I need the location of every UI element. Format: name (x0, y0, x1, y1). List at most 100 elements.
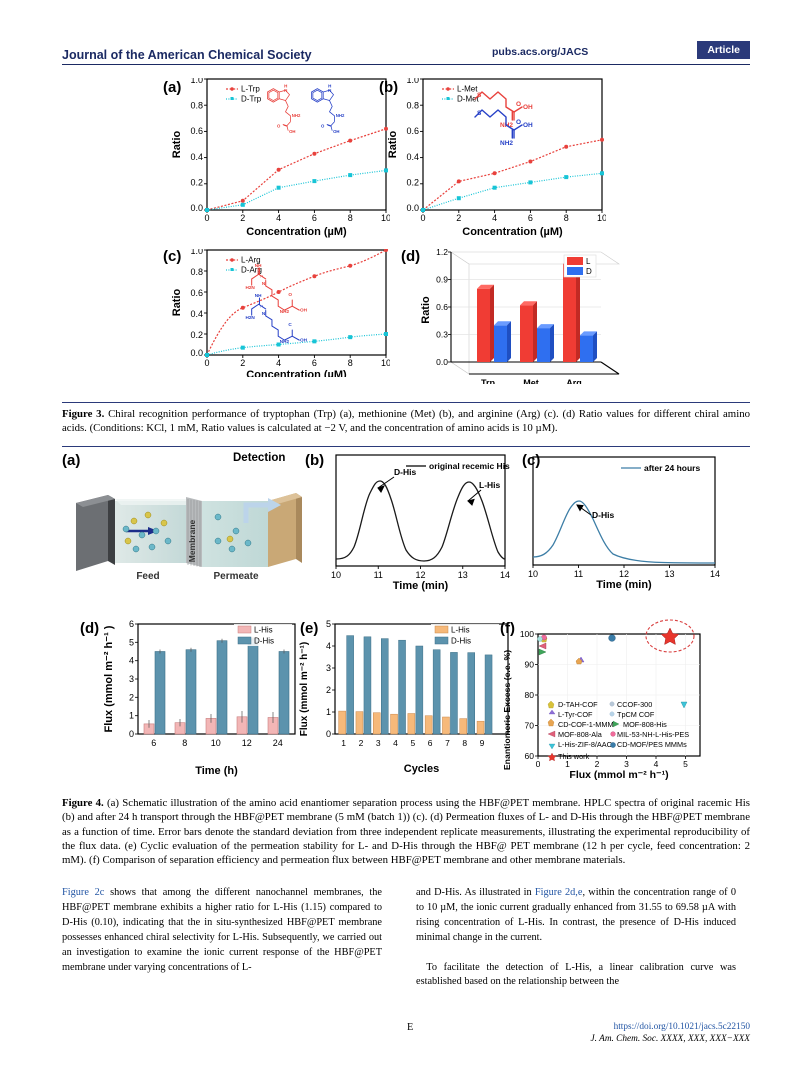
svg-text:2: 2 (456, 213, 461, 223)
svg-text:CCOF-300: CCOF-300 (617, 700, 652, 709)
svg-text:L-His: L-His (254, 626, 273, 635)
svg-text:8: 8 (348, 213, 353, 223)
svg-text:NH2: NH2 (500, 140, 513, 147)
svg-text:L-Met: L-Met (457, 85, 478, 94)
svg-text:L-Tyr-COF: L-Tyr-COF (558, 710, 593, 719)
svg-text:MIL-53-NH-L-His-PES: MIL-53-NH-L-His-PES (617, 730, 689, 739)
svg-text:CD-COF-1-MMM: CD-COF-1-MMM (558, 720, 614, 729)
svg-text:NH: NH (255, 263, 262, 268)
svg-text:5: 5 (326, 619, 331, 629)
svg-text:6: 6 (312, 358, 317, 368)
svg-text:12: 12 (242, 738, 252, 748)
svg-text:24: 24 (273, 738, 283, 748)
svg-text:0.0: 0.0 (406, 203, 419, 213)
svg-text:4: 4 (326, 641, 331, 651)
svg-text:1.0: 1.0 (406, 78, 419, 85)
svg-text:TpCM COF: TpCM COF (617, 710, 655, 719)
svg-text:(d): (d) (401, 249, 420, 265)
svg-text:2: 2 (240, 213, 245, 223)
svg-text:2: 2 (326, 685, 331, 695)
svg-text:O: O (277, 124, 281, 129)
svg-text:H: H (284, 84, 287, 89)
svg-text:0: 0 (420, 213, 425, 223)
svg-text:H2N: H2N (245, 285, 255, 290)
svg-text:80: 80 (525, 690, 535, 700)
svg-text:MOF-808-His: MOF-808-His (623, 720, 667, 729)
svg-text:4: 4 (654, 759, 659, 769)
svg-text:(b): (b) (379, 79, 398, 96)
svg-text:Flux (mmol m⁻² h⁻¹ ): Flux (mmol m⁻² h⁻¹ ) (103, 625, 115, 732)
svg-text:Membrane: Membrane (187, 519, 197, 562)
svg-text:6: 6 (151, 738, 156, 748)
svg-text:2: 2 (595, 759, 600, 769)
svg-text:0.8: 0.8 (190, 101, 203, 111)
svg-text:2: 2 (240, 358, 245, 368)
svg-text:Time (min): Time (min) (393, 580, 449, 592)
svg-text:Permeate: Permeate (213, 571, 258, 582)
svg-text:4: 4 (393, 738, 398, 748)
svg-text:D: D (586, 267, 592, 276)
svg-text:12: 12 (415, 570, 425, 580)
svg-text:Concentration (µM): Concentration (µM) (246, 369, 347, 377)
svg-text:0.2: 0.2 (406, 177, 419, 187)
svg-text:13: 13 (458, 570, 468, 580)
svg-text:0.3: 0.3 (436, 330, 448, 340)
svg-text:L-His: L-His (479, 480, 501, 490)
svg-text:after 24 hours: after 24 hours (644, 463, 700, 473)
svg-text:OH: OH (523, 122, 533, 129)
svg-text:6: 6 (129, 619, 134, 629)
svg-text:6: 6 (312, 213, 317, 223)
svg-text:(c): (c) (163, 249, 181, 265)
svg-text:90: 90 (525, 660, 535, 670)
svg-text:0.0: 0.0 (190, 203, 203, 213)
svg-text:0.8: 0.8 (190, 267, 203, 277)
svg-text:5: 5 (410, 738, 415, 748)
svg-text:0.0: 0.0 (190, 348, 203, 358)
svg-text:0.6: 0.6 (406, 126, 419, 136)
svg-text:D-His: D-His (394, 467, 416, 477)
svg-text:7: 7 (445, 738, 450, 748)
svg-text:0.0: 0.0 (436, 357, 448, 367)
svg-text:S: S (477, 110, 482, 117)
svg-text:C: C (288, 322, 292, 327)
svg-text:8: 8 (182, 738, 187, 748)
svg-text:L-His: L-His (451, 626, 470, 635)
svg-text:3: 3 (326, 663, 331, 673)
svg-text:100: 100 (520, 629, 534, 639)
svg-text:Time (h): Time (h) (195, 765, 238, 777)
svg-text:Time (min): Time (min) (596, 579, 652, 591)
svg-text:Ratio: Ratio (387, 130, 399, 158)
svg-text:70: 70 (525, 721, 535, 731)
svg-text:D-His: D-His (451, 637, 471, 646)
svg-text:Trp: Trp (481, 378, 496, 384)
svg-text:MOF-808-Ala: MOF-808-Ala (558, 730, 603, 739)
svg-text:O: O (321, 124, 325, 129)
svg-text:0: 0 (204, 358, 209, 368)
svg-text:NH2: NH2 (292, 113, 301, 118)
svg-text:3: 3 (129, 674, 134, 684)
svg-text:1: 1 (129, 711, 134, 721)
svg-text:Flux (mmol m⁻² h⁻¹): Flux (mmol m⁻² h⁻¹) (299, 642, 310, 736)
svg-text:L: L (586, 257, 591, 266)
svg-text:8: 8 (462, 738, 467, 748)
svg-text:OH: OH (289, 129, 295, 134)
svg-text:Ratio: Ratio (420, 296, 432, 324)
svg-text:12: 12 (619, 569, 629, 579)
svg-text:N: N (284, 88, 287, 93)
svg-text:5: 5 (683, 759, 688, 769)
svg-text:11: 11 (574, 569, 583, 579)
svg-text:1.0: 1.0 (190, 78, 203, 85)
svg-text:1.0: 1.0 (190, 249, 203, 256)
svg-text:1: 1 (341, 738, 346, 748)
svg-text:0.6: 0.6 (190, 126, 203, 136)
svg-text:Enantiomeric Excess (e.e. %): Enantiomeric Excess (e.e. %) (502, 650, 512, 770)
svg-text:0.6: 0.6 (190, 288, 203, 298)
svg-text:6: 6 (428, 738, 433, 748)
svg-text:(a): (a) (163, 79, 181, 96)
svg-text:0: 0 (129, 729, 134, 739)
svg-text:10: 10 (381, 358, 390, 368)
svg-text:1: 1 (326, 707, 331, 717)
svg-text:10: 10 (331, 570, 341, 580)
svg-text:0.6: 0.6 (436, 302, 448, 312)
svg-text:6: 6 (528, 213, 533, 223)
